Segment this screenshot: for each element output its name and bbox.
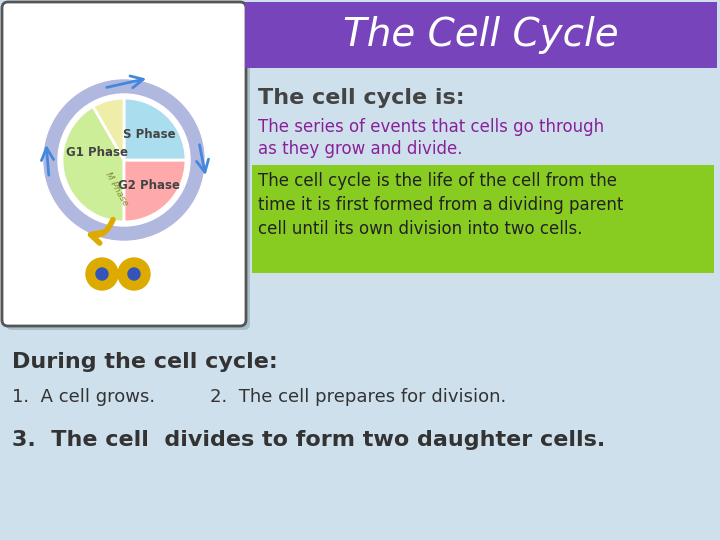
Circle shape <box>58 94 190 226</box>
Text: G1 Phase: G1 Phase <box>66 146 128 159</box>
Text: The Cell Cycle: The Cell Cycle <box>343 16 618 54</box>
Circle shape <box>44 80 204 240</box>
Text: During the cell cycle:: During the cell cycle: <box>12 352 278 372</box>
Circle shape <box>128 268 140 280</box>
Text: 3.  The cell  divides to form two daughter cells.: 3. The cell divides to form two daughter… <box>12 430 606 450</box>
FancyBboxPatch shape <box>2 2 246 326</box>
Wedge shape <box>62 106 124 222</box>
FancyBboxPatch shape <box>252 165 714 273</box>
Circle shape <box>118 258 150 290</box>
Text: time it is first formed from a dividing parent: time it is first formed from a dividing … <box>258 196 624 214</box>
Wedge shape <box>124 160 186 222</box>
Text: The cell cycle is the life of the cell from the: The cell cycle is the life of the cell f… <box>258 172 617 190</box>
Circle shape <box>86 258 118 290</box>
Circle shape <box>96 268 108 280</box>
Text: 2.  The cell prepares for division.: 2. The cell prepares for division. <box>210 388 506 406</box>
Text: M Phase: M Phase <box>103 171 130 207</box>
FancyBboxPatch shape <box>245 2 717 68</box>
Text: cell until its own division into two cells.: cell until its own division into two cel… <box>258 220 582 238</box>
Text: The cell cycle is:: The cell cycle is: <box>258 88 464 108</box>
Wedge shape <box>124 98 186 160</box>
Text: 1.  A cell grows.: 1. A cell grows. <box>12 388 155 406</box>
Text: S Phase: S Phase <box>123 128 176 141</box>
Text: G2 Phase: G2 Phase <box>119 179 181 192</box>
FancyBboxPatch shape <box>6 6 250 330</box>
Wedge shape <box>93 98 124 160</box>
Text: The series of events that cells go through: The series of events that cells go throu… <box>258 118 604 136</box>
Text: as they grow and divide.: as they grow and divide. <box>258 140 462 158</box>
